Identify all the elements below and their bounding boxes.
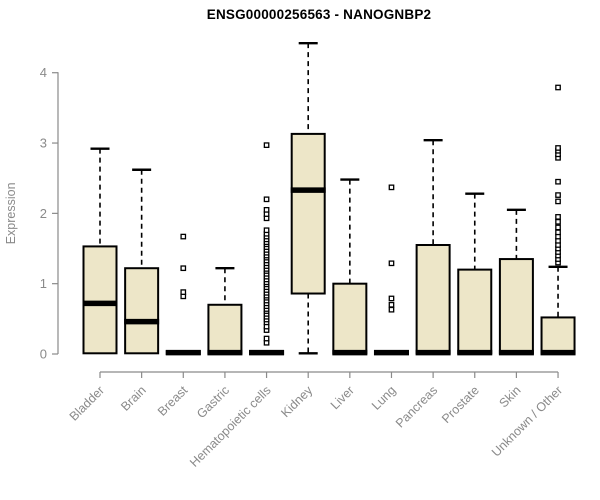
outlier-point [263,196,270,203]
box-group-unknown-other [540,84,576,356]
outlier-point [555,145,561,151]
x-tick-label-pancreas: Pancreas [393,383,440,430]
outlier-point [180,233,187,240]
x-tick-label-kidney: Kidney [278,383,315,420]
box-group-bladder [82,147,118,355]
outlier-point [180,265,187,272]
box-rect [207,303,243,355]
box-group-hematopoietic-cells [249,142,285,356]
box-group-pancreas [415,139,451,356]
outlier-point [555,214,561,220]
box-group-breast [165,233,201,356]
box-group-lung [373,184,409,356]
x-tick-label-skin: Skin [496,383,523,410]
outlier-point [555,84,561,91]
y-axis: 0 1 2 3 4 [40,65,59,362]
x-tick-label-bladder: Bladder [67,383,107,423]
y-tick-label: 3 [40,136,47,151]
box-rect [82,245,118,355]
box-rect [290,132,326,295]
outlier-point [263,335,270,342]
x-tick-label-lung: Lung [369,383,399,413]
outlier-point [388,184,395,191]
outlier-point [555,178,561,185]
box-group-skin [498,208,534,356]
chart-title: ENSG00000256563 - NANOGNBP2 [206,7,432,22]
y-tick-label: 0 [40,347,47,362]
outlier-point [388,260,395,267]
outlier-point [263,227,270,234]
x-tick-label-liver: Liver [328,383,357,412]
outlier-point [555,198,561,205]
box-rect [124,267,160,355]
outlier-point [388,295,395,302]
box-group-gastric [207,267,243,356]
y-tick-label: 4 [40,65,47,80]
box-rect [498,258,534,355]
box-rect [457,268,493,355]
x-tick-label-unknown-other: Unknown / Other [489,383,565,459]
outlier-point [263,142,270,148]
box-group-brain [124,168,160,355]
y-tick-label: 1 [40,276,47,291]
outlier-point [555,192,561,198]
box-group-prostate [457,192,493,356]
outlier-point [388,306,395,313]
box-group-kidney [290,41,326,355]
outlier-point [555,229,561,236]
box-rect [332,282,368,355]
outlier-point [388,301,395,308]
x-tick-label-breast: Breast [155,383,191,419]
x-tick-label-hematopoietic-cells: Hematopoietic cells [187,383,274,470]
outlier-point [180,289,187,295]
x-tick-label-gastric: Gastric [194,383,232,421]
outlier-point [263,206,270,213]
x-tick-label-brain: Brain [118,383,149,414]
box-group-liver [332,178,368,356]
outlier-point [555,224,561,231]
x-tick-label-prostate: Prostate [439,383,482,426]
box-rect [540,316,576,355]
y-axis-title: Expression [4,182,18,244]
box-rect [415,244,451,355]
y-tick-label: 2 [40,206,47,221]
outlier-point [555,218,561,225]
